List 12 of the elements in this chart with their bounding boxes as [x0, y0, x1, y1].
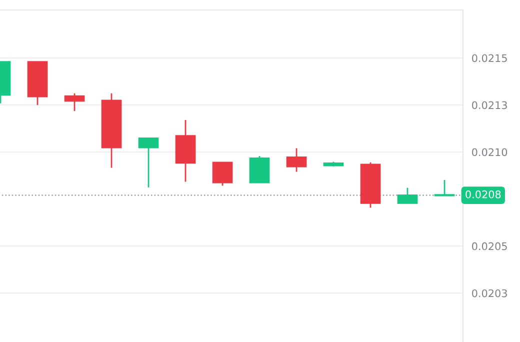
candlestick: [286, 148, 307, 172]
candlestick: [64, 92, 85, 112]
y-tick-label: 0.0205: [472, 242, 507, 250]
ref-line-label: 0.0208: [466, 190, 501, 198]
candlestick: [434, 179, 455, 196]
y-tick-label: 0.0210: [472, 148, 508, 156]
y-tick-label: 0.0215: [472, 54, 507, 62]
candlestick: [138, 137, 159, 188]
y-tick-label: 0.0213: [472, 101, 507, 110]
candlestick: [397, 187, 418, 204]
y-tick-label: 0.0203: [472, 289, 507, 298]
candlestick: [212, 162, 233, 186]
